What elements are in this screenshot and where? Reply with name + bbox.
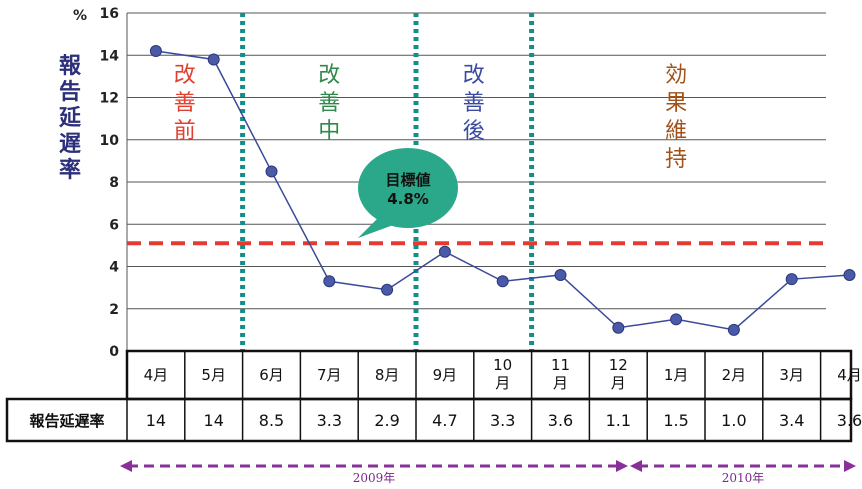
phase-label-char: 効 bbox=[665, 63, 687, 88]
month-label: 10 月 bbox=[493, 356, 512, 392]
year-arrow-left bbox=[630, 460, 642, 472]
table-value: 1.1 bbox=[606, 411, 631, 430]
table-value: 3.4 bbox=[779, 411, 804, 430]
phase-label-char: 改 bbox=[174, 63, 196, 88]
y-tick-label: 2 bbox=[109, 302, 119, 318]
y-unit-label: % bbox=[73, 8, 87, 24]
month-label: 8月 bbox=[375, 366, 400, 384]
table-row-label: 報告延遅率 bbox=[29, 412, 104, 430]
table-value: 3.6 bbox=[548, 411, 573, 430]
data-point bbox=[207, 53, 220, 66]
table-value: 14 bbox=[204, 411, 224, 430]
data-point bbox=[670, 313, 683, 326]
month-label: 7月 bbox=[317, 366, 342, 384]
month-label: 12 月 bbox=[609, 356, 628, 392]
phase-label-char: 改 bbox=[318, 63, 340, 88]
value-row-frame bbox=[5, 397, 853, 443]
data-point bbox=[727, 323, 740, 336]
target-bubble bbox=[358, 148, 458, 228]
table-value: 4.7 bbox=[432, 411, 457, 430]
y-tick-label: 4 bbox=[109, 260, 119, 276]
phase-label-char: 善 bbox=[318, 91, 340, 116]
phase-label-char: 善 bbox=[174, 91, 196, 116]
month-label: 3月 bbox=[779, 366, 804, 384]
phase-label-char: 善 bbox=[463, 91, 485, 116]
year-arrow-left bbox=[120, 460, 132, 472]
month-label: 5月 bbox=[201, 366, 226, 384]
y-axis-label-char: 報 bbox=[59, 53, 82, 79]
table-value: 8.5 bbox=[259, 411, 284, 430]
data-point bbox=[323, 275, 336, 288]
y-axis-label-char: 遅 bbox=[59, 132, 81, 157]
data-point bbox=[265, 165, 278, 178]
year-arrow-right bbox=[844, 460, 856, 472]
table-value: 1.5 bbox=[663, 411, 688, 430]
month-label: 4月 bbox=[144, 366, 169, 384]
data-point bbox=[438, 245, 451, 258]
month-label: 2月 bbox=[722, 366, 747, 384]
table-value: 3.6 bbox=[837, 411, 862, 430]
month-label: 11 月 bbox=[551, 356, 570, 392]
data-point bbox=[149, 45, 162, 58]
phase-label-char: 持 bbox=[665, 147, 687, 172]
y-axis-label-char: 率 bbox=[59, 157, 81, 183]
table-value: 3.3 bbox=[490, 411, 515, 430]
y-tick-label: 16 bbox=[100, 6, 119, 22]
y-axis-label-char: 告 bbox=[59, 80, 81, 105]
y-tick-label: 0 bbox=[109, 344, 119, 360]
data-point bbox=[843, 268, 856, 281]
y-tick-label: 12 bbox=[100, 91, 119, 107]
phase-label-char: 中 bbox=[318, 119, 340, 144]
data-point bbox=[381, 283, 394, 296]
data-point bbox=[496, 275, 509, 288]
month-label: 9月 bbox=[433, 366, 458, 384]
month-label: 4月 bbox=[837, 366, 862, 384]
data-point bbox=[612, 321, 625, 334]
data-point bbox=[785, 273, 798, 286]
phase-label-char: 果 bbox=[665, 91, 687, 116]
target-value: 4.8% bbox=[387, 190, 429, 208]
y-tick-label: 6 bbox=[109, 217, 119, 233]
data-point bbox=[554, 268, 567, 281]
phase-label-char: 改 bbox=[463, 63, 485, 88]
table-value: 3.3 bbox=[317, 411, 342, 430]
table-value: 14 bbox=[146, 411, 166, 430]
month-label: 1月 bbox=[664, 366, 689, 384]
year-label: 2010年 bbox=[722, 471, 765, 485]
y-tick-label: 14 bbox=[100, 48, 120, 64]
series-line bbox=[155, 50, 850, 331]
year-label: 2009年 bbox=[353, 471, 396, 485]
y-tick-label: 8 bbox=[109, 175, 119, 191]
phase-label-char: 維 bbox=[665, 119, 687, 144]
table-value: 1.0 bbox=[721, 411, 746, 430]
phase-label-char: 後 bbox=[463, 119, 485, 144]
target-label: 目標値 bbox=[385, 171, 430, 189]
phase-label-char: 前 bbox=[174, 119, 196, 144]
year-arrow-right bbox=[616, 460, 628, 472]
month-label: 6月 bbox=[259, 366, 284, 384]
table-value: 2.9 bbox=[374, 411, 399, 430]
y-tick-label: 10 bbox=[100, 133, 120, 149]
y-axis-label-char: 延 bbox=[58, 106, 82, 131]
